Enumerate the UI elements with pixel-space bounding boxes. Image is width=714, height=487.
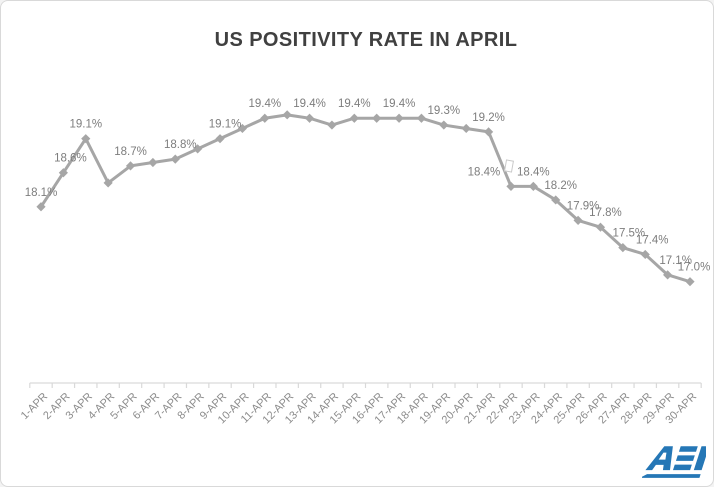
data-point-marker	[439, 120, 449, 130]
aei-letter-i	[693, 446, 706, 471]
data-point-label: 19.4%	[383, 98, 416, 110]
series-line	[39, 113, 692, 284]
data-point-label: 18.4%	[468, 166, 501, 178]
data-point-marker	[685, 277, 695, 287]
data-point-marker	[394, 113, 404, 123]
data-point-label: 17.4%	[636, 234, 669, 246]
data-point-label: 19.2%	[472, 112, 505, 124]
data-point-marker	[282, 110, 292, 120]
data-point-label: 19.1%	[209, 119, 242, 131]
data-point-label: 17.0%	[678, 262, 711, 274]
data-point-label: 18.6%	[54, 153, 87, 165]
data-point-marker	[551, 195, 561, 205]
data-point-label: 18.1%	[25, 187, 58, 199]
data-point-label: 19.4%	[293, 98, 326, 110]
data-point-marker	[618, 243, 628, 253]
data-point-marker	[483, 127, 494, 137]
data-point-marker	[170, 154, 180, 164]
data-point-marker	[349, 113, 359, 123]
data-point-marker	[506, 181, 516, 191]
data-point-label: 19.4%	[248, 98, 281, 110]
data-point-label: 18.7%	[114, 146, 147, 158]
data-point-marker	[595, 222, 606, 232]
data-point-label: 19.4%	[338, 98, 371, 110]
data-point-marker	[372, 113, 382, 123]
data-point-label: 17.8%	[589, 207, 622, 219]
data-point-marker	[416, 113, 427, 123]
aei-letter-e	[672, 446, 698, 471]
data-point-label: 17.1%	[659, 255, 692, 267]
data-point-marker	[81, 134, 91, 144]
data-point-label: 18.2%	[544, 180, 577, 192]
data-point-marker	[640, 249, 650, 260]
data-point-label: 18.4%	[517, 166, 550, 178]
data-point-marker	[461, 123, 471, 134]
data-point-label: 18.8%	[164, 139, 197, 151]
data-point-label: 19.3%	[428, 105, 461, 117]
data-point-marker	[58, 168, 68, 178]
data-point-marker	[663, 270, 673, 280]
aei-underline	[642, 474, 701, 478]
data-point-marker	[528, 181, 538, 191]
data-point-marker	[327, 120, 337, 130]
data-point-marker	[148, 157, 158, 168]
data-point-label: 19.1%	[69, 119, 102, 131]
data-point-marker	[304, 113, 315, 123]
data-point-marker	[260, 113, 270, 123]
data-point-marker	[103, 178, 113, 188]
data-point-marker	[215, 134, 225, 144]
aei-logo	[642, 446, 706, 478]
data-point-marker	[36, 202, 46, 212]
data-point-marker	[573, 215, 583, 225]
aei-letter-a	[645, 446, 673, 471]
data-point-label: 17.5%	[613, 228, 646, 240]
data-point-label: 17.9%	[567, 200, 600, 212]
data-point-marker	[193, 144, 203, 154]
data-point-marker	[237, 123, 248, 134]
chart-title: US POSITIVITY RATE IN APRIL	[214, 29, 518, 51]
